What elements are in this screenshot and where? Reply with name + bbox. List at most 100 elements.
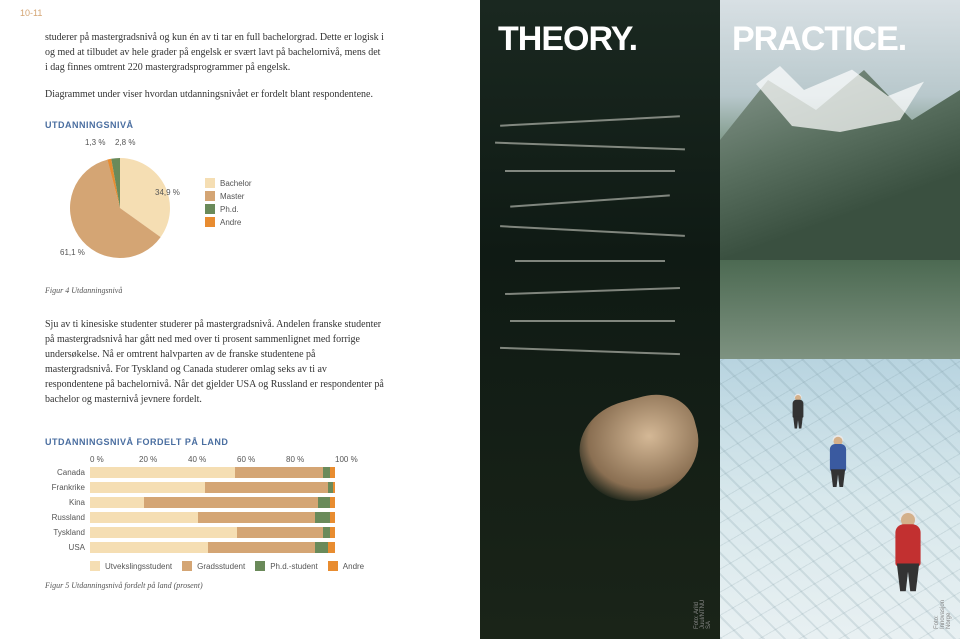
axis-tick: 20 % <box>139 455 188 464</box>
bar-legend: Utvekslingsstudent Gradsstudent Ph.d.-stud… <box>90 561 385 571</box>
swatch <box>328 561 338 571</box>
legend-row: Andre <box>328 561 364 571</box>
bar-country-label: Tyskland <box>45 528 90 537</box>
bar-track <box>90 512 335 523</box>
legend-label: Ph.d.-student <box>270 562 318 571</box>
bar-segment <box>208 542 316 553</box>
intro-line-2: Diagrammet under viser hvordan utdanning… <box>45 87 385 102</box>
legend-row: Ph.d.-student <box>255 561 318 571</box>
legend-row: Andre <box>205 217 252 227</box>
pie-svg <box>65 153 175 263</box>
bar-axis: 0 %20 %40 %60 %80 %100 % <box>90 455 385 464</box>
practice-image: PRACTICE. Foto: Innovasjon Norge <box>720 0 960 639</box>
practice-heading: PRACTICE. <box>732 20 906 59</box>
legend-label: Utvekslingsstudent <box>105 562 172 571</box>
bar-segment <box>330 527 335 538</box>
bar-segment <box>323 527 330 538</box>
bar-segment <box>90 512 198 523</box>
bar-segment <box>90 497 144 508</box>
legend-row: Bachelor <box>205 178 252 188</box>
swatch <box>205 191 215 201</box>
bar-row: Canada <box>45 467 385 478</box>
legend-row: Utvekslingsstudent <box>90 561 172 571</box>
axis-tick: 60 % <box>237 455 286 464</box>
legend-label: Bachelor <box>220 179 252 188</box>
bar-segment <box>328 542 335 553</box>
bar-segment <box>90 482 205 493</box>
bar-country-label: Kina <box>45 498 90 507</box>
bar-country-label: Frankrike <box>45 483 90 492</box>
bar-segment <box>237 527 323 538</box>
swatch <box>182 561 192 571</box>
legend-label: Ph.d. <box>220 205 239 214</box>
bar-segment <box>333 482 335 493</box>
swatch <box>205 217 215 227</box>
bar-title: UTDANNINGSNIVÅ FORDELT PÅ LAND <box>45 437 385 447</box>
bar-row: Russland <box>45 512 385 523</box>
legend-label: Master <box>220 192 244 201</box>
legend-label: Andre <box>220 218 241 227</box>
bar-segment <box>315 542 327 553</box>
bar-chart: 0 %20 %40 %60 %80 %100 % Canada Frankrike… <box>45 455 385 590</box>
right-panel: THEORY. Foto: Arild Juul/NTNU SA PRACTIC… <box>480 0 960 639</box>
bar-country-label: Canada <box>45 468 90 477</box>
bar-row: Tyskland <box>45 527 385 538</box>
axis-tick: 100 % <box>335 455 384 464</box>
swatch <box>205 178 215 188</box>
legend-row: Ph.d. <box>205 204 252 214</box>
pie-title: UTDANNINGSNIVÅ <box>45 120 385 130</box>
bar-segment <box>198 512 316 523</box>
bar-segment <box>323 467 330 478</box>
theory-image: THEORY. Foto: Arild Juul/NTNU SA <box>480 0 720 639</box>
bar-row: USA <box>45 542 385 553</box>
bar-row: Frankrike <box>45 482 385 493</box>
bar-segment <box>330 512 335 523</box>
bar-row: Kina <box>45 497 385 508</box>
bar-track <box>90 542 335 553</box>
bar-segment <box>90 527 237 538</box>
bar-segment <box>90 542 208 553</box>
pie-chart: 1,3 % 2,8 % 34,9 % 61,1 % Bachelor Master… <box>45 138 325 278</box>
bar-track <box>90 497 335 508</box>
axis-tick: 0 % <box>90 455 139 464</box>
theory-heading: THEORY. <box>498 20 637 59</box>
pie-legend: Bachelor Master Ph.d. Andre <box>205 178 252 230</box>
bar-segment <box>205 482 328 493</box>
axis-tick: 40 % <box>188 455 237 464</box>
legend-row: Gradsstudent <box>182 561 245 571</box>
pie-label-andre: 1,3 % <box>85 138 105 147</box>
pie-label-bachelor: 34,9 % <box>155 188 180 197</box>
swatch <box>255 561 265 571</box>
hiker-front <box>891 513 925 590</box>
bar-track <box>90 482 335 493</box>
bar-track <box>90 527 335 538</box>
mid-paragraph: Sju av ti kinesiske studenter studerer p… <box>45 317 385 407</box>
swatch <box>205 204 215 214</box>
legend-row: Master <box>205 191 252 201</box>
bar-segment <box>330 467 335 478</box>
bar-country-label: Russland <box>45 513 90 522</box>
bar-segment <box>90 467 235 478</box>
pie-caption: Figur 4 Utdanningsnivå <box>45 286 385 295</box>
pie-label-phd: 2,8 % <box>115 138 135 147</box>
legend-label: Gradsstudent <box>197 562 245 571</box>
bar-segment <box>235 467 323 478</box>
bar-segment <box>315 512 330 523</box>
bar-segment <box>144 497 318 508</box>
bar-track <box>90 467 335 478</box>
photo-credit-right: Foto: Innovasjon Norge <box>934 600 952 629</box>
bar-segment <box>330 497 335 508</box>
intro-paragraph: studerer på mastergradsnivå og kun én av… <box>45 30 385 75</box>
axis-tick: 80 % <box>286 455 335 464</box>
legend-label: Andre <box>343 562 364 571</box>
photo-credit-left: Foto: Arild Juul/NTNU SA <box>694 600 712 629</box>
hiker-back <box>791 395 805 428</box>
chalk-hand <box>569 385 711 513</box>
hiker-mid <box>827 437 849 487</box>
bar-segment <box>318 497 330 508</box>
pie-label-master: 61,1 % <box>60 248 85 257</box>
bar-caption: Figur 5 Utdanningsnivå fordelt på land (… <box>45 581 385 590</box>
swatch <box>90 561 100 571</box>
page-number: 10-11 <box>20 8 42 18</box>
left-column: studerer på mastergradsnivå og kun én av… <box>45 30 385 590</box>
